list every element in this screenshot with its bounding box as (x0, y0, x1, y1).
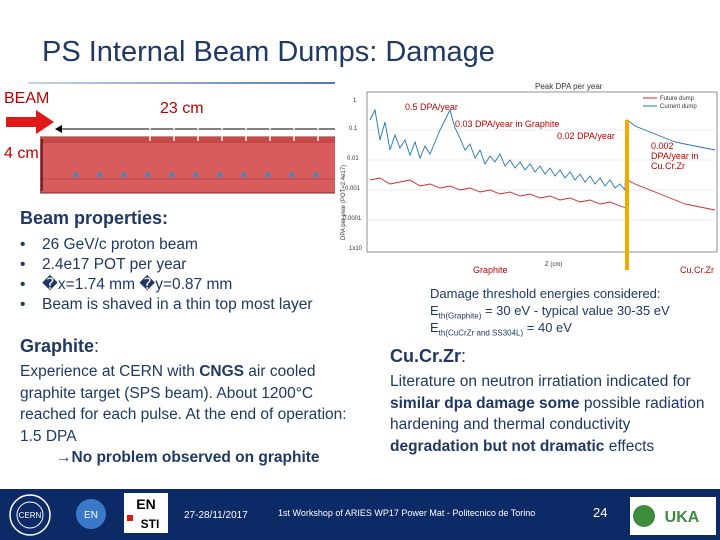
annotation-0-002-dpa: 0.002 DPA/year in Cu.Cr.Zr (651, 141, 699, 171)
cucrzr-title: Cu.Cr.Zr: (390, 346, 466, 367)
threshold-value: = 40 eV (523, 320, 572, 335)
en-sti-bottom-text: STI (141, 517, 160, 531)
en-department-logo-icon: EN (76, 499, 106, 529)
beam-properties-list: 26 GeV/c proton beam 2.4e17 POT per year… (18, 235, 313, 315)
threshold-graphite: Eth(Graphite) = 30 eV - typical value 30… (430, 303, 670, 321)
graphite-text-2: air cooled graphite target (SPS beam). A… (20, 363, 347, 445)
ytick-label: 0.1 (349, 126, 358, 132)
cucrzr-bold-2: degradation but not dramatic (390, 437, 605, 455)
list-item: 2.4e17 POT per year (18, 255, 313, 275)
ytick-label: 0.01 (347, 156, 359, 162)
beam-properties-title: Beam properties: (20, 208, 169, 228)
en-sti-logo-icon: EN STI (124, 493, 168, 533)
threshold-sub: th(Graphite) (438, 311, 482, 321)
graphite-conclusion: →No problem observed on graphite (20, 449, 320, 466)
dump-length-label: 23 cm (160, 100, 204, 117)
chart-xlabel: Z (cm) (545, 262, 562, 268)
legend-current-dump: Current dump (660, 104, 697, 110)
cucrzr-title-text: Cu.Cr.Zr (390, 346, 462, 366)
list-item: 26 GeV/c proton beam (18, 235, 313, 255)
graphite-cngs: CNGS (199, 363, 244, 380)
cern-logo-icon: CERN (9, 494, 51, 536)
ytick-label: 0.001 (345, 186, 361, 192)
en-logo-text: EN (84, 510, 98, 521)
graphite-title-colon: : (94, 336, 100, 356)
page-number: 24 (593, 505, 608, 520)
cern-logo-text: CERN (19, 511, 42, 520)
graphite-paragraph: Experience at CERN with CNGS air cooled … (20, 361, 370, 469)
series-future-dump (369, 177, 716, 211)
threshold-cucrzr: Eth(CuCrZr and SS304L) = 40 eV (430, 320, 572, 338)
region-label-cucrzr: Cu.Cr.Zr (680, 265, 714, 275)
threshold-symbol: E (430, 320, 439, 335)
chart-ylabel: DPA per year (POT=2.4e17) (341, 165, 347, 240)
threshold-symbol: E (430, 303, 439, 318)
graphite-cucrzr-boundary-marker (625, 120, 629, 270)
threshold-sub: th(CuCrZr and SS304L) (438, 328, 524, 338)
annotation-0-5-dpa: 0.5 DPA/year (405, 102, 458, 112)
en-sti-top-text: EN (136, 496, 155, 512)
list-item: �x=1.74 mm �y=0.87 mm (18, 275, 313, 295)
ytick-label: 1 (353, 98, 357, 104)
annotation-0-02-dpa: 0.02 DPA/year (557, 131, 615, 141)
cucrzr-text-3: effects (604, 437, 655, 455)
footer-bar (0, 489, 720, 540)
beam-dump-drawing (40, 127, 358, 194)
cucrzr-text: Literature on neutron irratiation indica… (390, 373, 691, 390)
threshold-title: Damage threshold energies considered: (430, 286, 661, 301)
cucrzr-paragraph: Literature on neutron irratiation indica… (390, 371, 710, 457)
list-item: Beam is shaved in a thin top most layer (18, 295, 313, 315)
arrow-right-icon: → (56, 449, 72, 466)
euka-logo-icon: UKA (630, 497, 716, 535)
chart-title: Peak DPA per year (535, 82, 603, 91)
cucrzr-bold: similar dpa damage some (390, 394, 580, 412)
beam-label: BEAM (4, 90, 50, 107)
graphite-conclusion-text: No problem observed on graphite (71, 449, 320, 466)
dpa-chart: Peak DPA per year DPA per year (POT=2.4e… (335, 80, 720, 280)
graphite-title-text: Graphite (20, 336, 95, 356)
ytick-label: 1x10 (349, 246, 363, 252)
graphite-title: Graphite: (20, 336, 99, 357)
beam-arrow-icon (6, 110, 54, 134)
ytick-label: 0.0001 (343, 216, 362, 222)
footer-workshop: 1st Workshop of ARIES WP17 Power Mat - P… (278, 508, 536, 518)
footer-date: 27-28/11/2017 (184, 510, 248, 521)
region-label-graphite: Graphite (473, 265, 508, 275)
cucrzr-title-colon: : (461, 346, 467, 366)
graphite-text: Experience at CERN with (20, 363, 200, 380)
euka-logo-text: UKA (665, 509, 700, 526)
threshold-value: = 30 eV - typical value 30-35 eV (481, 303, 670, 318)
annotation-0-03-dpa: 0.03 DPA/year in Graphite (455, 119, 559, 129)
legend-future-dump: Future dump (660, 96, 695, 102)
slide-title: PS Internal Beam Dumps: Damage (42, 36, 495, 68)
dump-height-label: 4 cm (4, 145, 39, 162)
cucrzr-text-2: possible radiation hardening and thermal… (390, 394, 705, 434)
